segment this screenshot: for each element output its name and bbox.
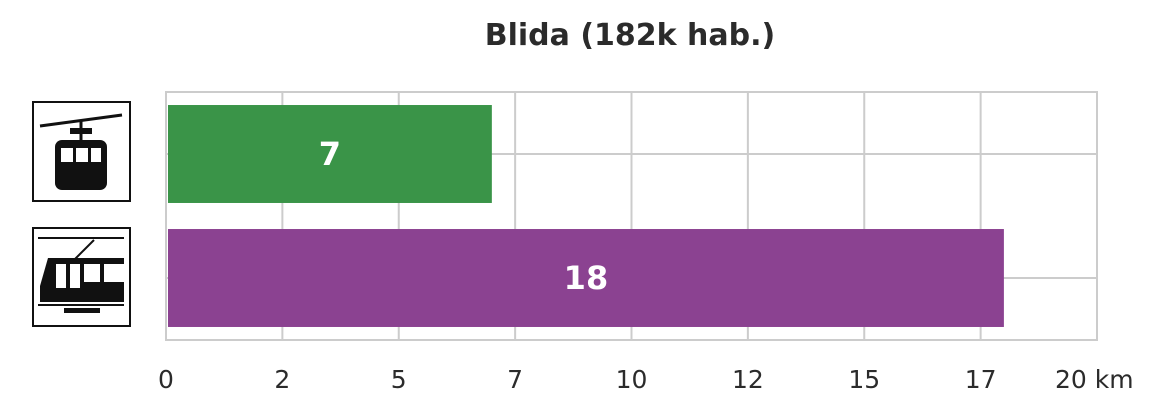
x-tick-label: 15 [848,365,880,394]
x-tick-labels: 0 2 5 7 10 12 15 17 20 km [158,365,1134,394]
x-tick-label: 20 km [1055,365,1134,394]
tram-icon [32,227,131,327]
bars: 7 18 [168,105,1004,327]
x-tick-label: 7 [507,365,523,394]
x-tick-label: 5 [391,365,407,394]
plot-frame [165,91,1098,341]
x-tick-label: 17 [965,365,997,394]
bar-cable-car [168,105,492,203]
bar-value-label: 18 [564,259,609,297]
x-tick-label: 2 [274,365,290,394]
x-tick-label: 0 [158,365,174,394]
bar-value-label: 7 [319,135,341,173]
bar-tram [168,229,1004,327]
x-tick-label: 10 [616,365,648,394]
x-tick-label: 12 [732,365,764,394]
cable-car-icon [32,101,131,202]
chart-title: Blida (182k hab.) [484,18,776,53]
